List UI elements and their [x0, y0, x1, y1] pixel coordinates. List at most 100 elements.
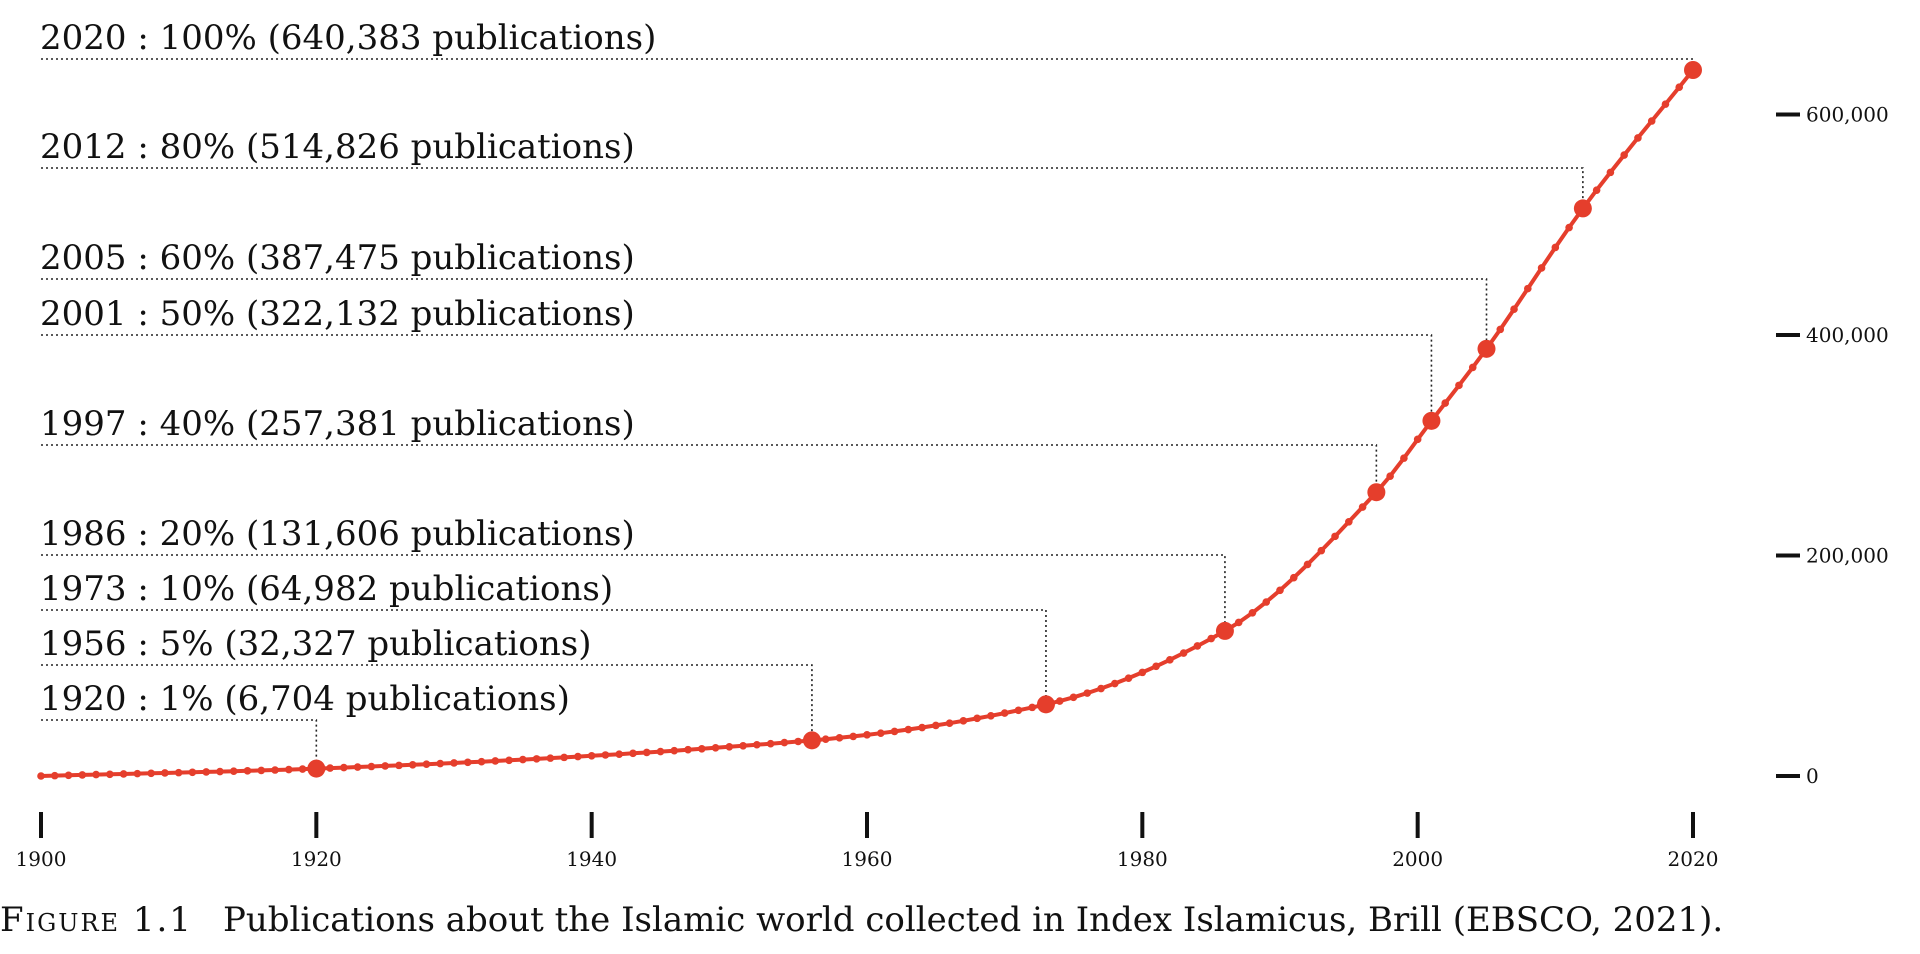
yearly-point	[932, 721, 940, 730]
figure-label: Figure 1.1	[0, 900, 193, 940]
yearly-point	[1262, 598, 1271, 606]
yearly-point	[188, 768, 197, 777]
yearly-point	[1124, 674, 1133, 682]
yearly-point	[1634, 134, 1642, 142]
yearly-point	[1152, 662, 1160, 671]
yearly-point	[560, 753, 568, 762]
annotation-label: 2001 : 50% (322,132 publications)	[40, 294, 635, 334]
yearly-point	[959, 717, 968, 725]
yearly-point	[408, 760, 417, 769]
x-tick-label: 1920	[291, 847, 342, 871]
annotation-leader	[41, 719, 318, 769]
milestone-point	[1573, 199, 1592, 218]
annotation-leader	[41, 664, 813, 741]
caption-text: Publications about the Islamic world col…	[222, 900, 1724, 940]
yearly-point	[133, 769, 142, 778]
yearly-point	[1565, 223, 1573, 232]
yearly-point	[725, 743, 734, 751]
yearly-point	[615, 750, 623, 758]
yearly-point	[684, 745, 692, 754]
yearly-point	[395, 761, 403, 770]
yearly-point	[147, 769, 155, 778]
annotation-leader	[41, 334, 1433, 421]
yearly-point	[1289, 573, 1298, 582]
yearly-point	[271, 766, 279, 774]
yearly-point	[698, 744, 706, 753]
x-tick-label: 1980	[1117, 847, 1168, 871]
yearly-point	[243, 767, 252, 775]
yearly-point	[1524, 284, 1532, 293]
annotation-label: 1973 : 10% (64,982 publications)	[40, 569, 613, 609]
yearly-point	[835, 734, 844, 742]
annotation-leader	[41, 167, 1584, 209]
yearly-point	[436, 759, 445, 768]
yearly-point	[753, 740, 761, 749]
yearly-point	[326, 764, 334, 772]
milestone-point	[1422, 411, 1441, 430]
yearly-point	[1496, 325, 1505, 334]
yearly-point	[202, 768, 210, 776]
yearly-point	[1331, 532, 1339, 541]
yearly-point	[863, 731, 871, 739]
y-tick-label: 0	[1806, 764, 1819, 788]
yearly-point	[50, 771, 59, 780]
yearly-point	[546, 754, 555, 762]
milestone-point	[1215, 621, 1234, 640]
yearly-point	[450, 759, 458, 767]
annotation-label: 2005 : 60% (387,475 publications)	[40, 238, 635, 278]
yearly-point	[1000, 709, 1009, 717]
yearly-point	[945, 719, 954, 727]
yearly-point	[381, 762, 389, 770]
milestone-point	[1477, 339, 1496, 358]
yearly-point	[1647, 117, 1656, 125]
yearly-point	[257, 766, 266, 775]
x-tick-label: 1940	[566, 847, 617, 871]
yearly-point	[987, 711, 995, 720]
x-tick-label: 1960	[842, 847, 893, 871]
yearly-point	[766, 739, 775, 748]
yearly-point	[422, 760, 431, 768]
yearly-point	[1400, 454, 1408, 462]
milestone-point	[1036, 695, 1055, 714]
yearly-point	[780, 738, 789, 747]
yearly-point	[1468, 363, 1477, 372]
milestone-point	[1684, 61, 1702, 79]
yearly-point	[821, 735, 830, 743]
yearly-point	[1620, 151, 1628, 159]
yearly-point	[353, 763, 362, 771]
annotation-leader	[41, 278, 1488, 349]
annotation-label: 1997 : 40% (257,381 publications)	[40, 404, 635, 444]
yearly-point	[491, 757, 500, 765]
yearly-point	[37, 772, 45, 780]
yearly-point	[463, 758, 472, 767]
yearly-point	[174, 768, 183, 777]
yearly-point	[711, 743, 720, 752]
yearly-point	[1606, 168, 1615, 177]
annotation-leader	[41, 58, 1694, 70]
yearly-point	[904, 725, 913, 734]
yearly-point	[1069, 693, 1078, 702]
yearly-point	[119, 770, 128, 778]
yearly-point	[1537, 264, 1546, 272]
annotation-label: 2012 : 80% (514,826 publications)	[40, 127, 635, 167]
yearly-point	[1386, 472, 1394, 480]
yearly-point	[1413, 435, 1422, 444]
yearly-point	[1193, 642, 1202, 650]
yearly-point	[216, 767, 224, 776]
annotation-leader	[41, 444, 1378, 493]
yearly-point	[519, 755, 527, 764]
yearly-point	[1441, 399, 1449, 407]
yearly-point	[642, 748, 651, 757]
yearly-point	[1455, 381, 1463, 390]
yearly-point	[106, 770, 114, 779]
yearly-point	[1276, 586, 1284, 595]
x-tick-label: 2000	[1392, 847, 1443, 871]
yearly-point	[656, 747, 665, 756]
yearly-point	[161, 769, 169, 777]
yearly-point	[973, 714, 981, 723]
yearly-point	[876, 729, 885, 737]
yearly-point	[367, 762, 376, 771]
yearly-point	[574, 752, 582, 761]
yearly-point	[794, 737, 802, 746]
yearly-point	[505, 756, 513, 765]
